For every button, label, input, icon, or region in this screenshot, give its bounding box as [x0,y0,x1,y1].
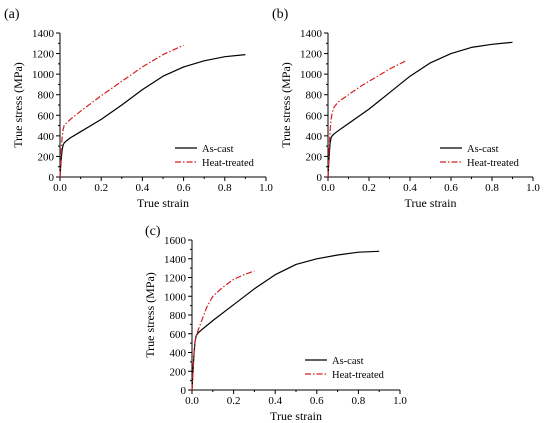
x-tick-label: 0.0 [53,182,67,194]
x-tick-label: 0.8 [352,395,366,407]
y-tick-label: 1400 [300,28,323,40]
x-tick-label: 0.8 [218,182,232,194]
series-line-heat-treated [191,270,255,391]
x-tick-label: 0.6 [310,395,324,407]
x-tick-label: 1.0 [393,395,407,407]
legend-label: As-cast [202,144,234,155]
legend-label: Heat-treated [467,158,520,169]
y-tick-label: 1200 [164,273,187,285]
legend-label: Heat-treated [332,370,385,381]
x-tick-label: 0.4 [403,182,417,194]
x-tick-label: 0.8 [485,182,499,194]
y-tick-label: 1400 [164,254,187,266]
y-tick-label: 0 [49,172,55,184]
y-tick-label: 800 [170,310,187,322]
panel-label: (c) [145,224,161,239]
x-axis-title: True strain [405,196,457,210]
y-tick-label: 600 [170,329,187,341]
y-axis-title: True stress (MPa) [11,62,25,148]
y-tick-label: 1200 [300,49,323,61]
x-tick-label: 0.2 [94,182,108,194]
y-tick-label: 600 [38,110,55,122]
x-tick-label: 1.0 [526,182,540,194]
series-line-heat-treated [327,60,407,178]
legend: As-cast Heat-treated [440,144,520,169]
y-tick-label: 1400 [32,28,55,40]
legend-label: As-cast [467,144,499,155]
x-tick-label: 0.4 [136,182,150,194]
y-tick-label: 200 [38,151,55,163]
y-tick-label: 200 [170,366,187,378]
y-axis-title: True stress (MPa) [143,272,157,358]
y-tick-label: 1000 [300,69,323,81]
legend: As-cast Heat-treated [305,356,385,381]
x-tick-label: 0.0 [321,182,335,194]
x-axis-title: True strain [137,196,189,210]
y-tick-label: 1000 [164,291,187,303]
legend-label: As-cast [332,356,364,367]
y-tick-label: 1200 [32,49,55,61]
chart-panel-3: (c) 0.0 0.2 0.4 0.6 0.8 1.0 0 200 400 600 800 1000 12… [143,224,407,423]
y-tick-label: 0 [317,172,323,184]
y-tick-label: 600 [306,110,323,122]
panel-label: (b) [272,7,289,22]
y-tick-label: 0 [181,385,187,397]
x-tick-label: 0.2 [227,395,241,407]
panel-label: (a) [4,7,20,22]
x-tick-label: 0.0 [185,395,199,407]
y-axis-title: True stress (MPa) [279,62,293,148]
y-tick-label: 1600 [164,235,187,247]
legend: As-cast Heat-treated [175,144,255,169]
x-tick-label: 1.0 [259,182,273,194]
chart-panel-1: (a) 0.0 0.2 0.4 0.6 0.8 1.0 0 200 400 600 800 1000 12… [4,7,273,210]
y-tick-label: 800 [38,90,55,102]
y-tick-label: 400 [306,131,323,143]
x-axis-title: True strain [270,409,322,423]
series-line-heat-treated [59,44,184,178]
y-tick-label: 200 [306,151,323,163]
series-line-as-cast [327,41,513,178]
y-tick-label: 400 [38,131,55,143]
series-line-as-cast [59,54,246,178]
legend-label: Heat-treated [202,158,255,169]
y-tick-label: 800 [306,90,323,102]
chart-panel-2: (b) 0.0 0.2 0.4 0.6 0.8 1.0 0 200 400 600 800 1000 12… [272,7,540,210]
x-tick-label: 0.6 [177,182,191,194]
x-tick-label: 0.2 [362,182,376,194]
x-tick-label: 0.4 [268,395,282,407]
y-tick-label: 400 [170,348,187,360]
y-tick-label: 1000 [32,69,55,81]
x-tick-label: 0.6 [444,182,458,194]
